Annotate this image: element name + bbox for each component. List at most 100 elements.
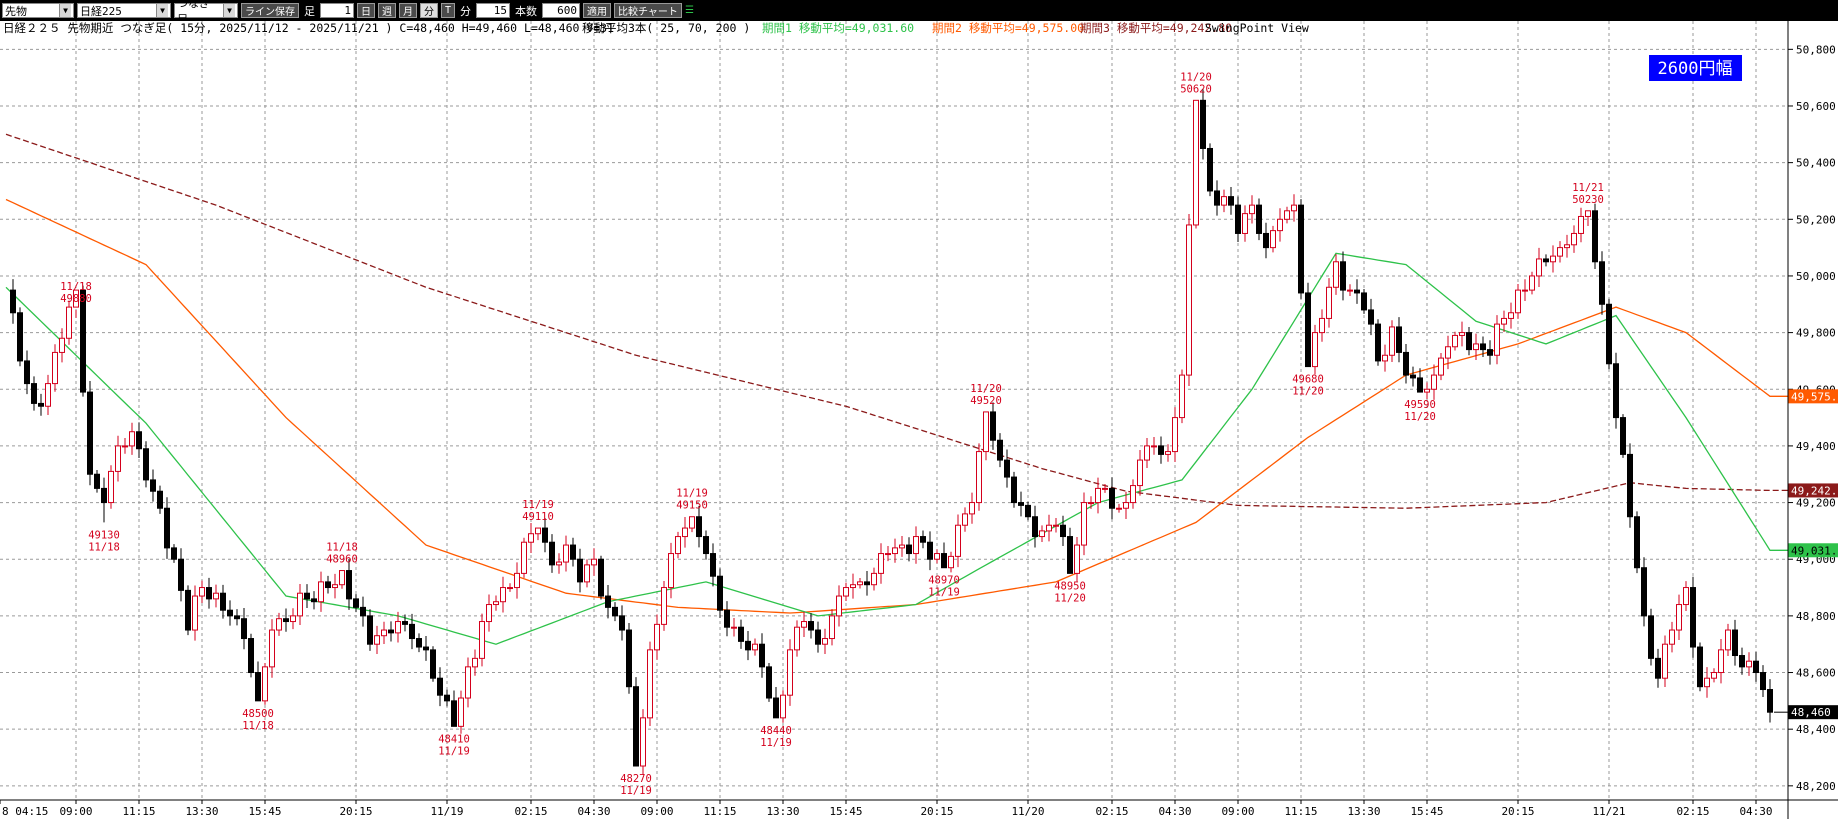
candle-down: [864, 581, 870, 586]
chevron-down-icon: ▼: [223, 4, 235, 17]
candle-down: [157, 490, 163, 509]
candle-down: [1613, 363, 1619, 419]
swing-low-date: 11/18: [88, 541, 120, 553]
candle-up: [843, 587, 849, 597]
candle-down: [367, 615, 373, 645]
x-tick-label: 02:15: [1095, 805, 1128, 818]
candle-down: [920, 536, 926, 543]
candle-up: [731, 626, 737, 629]
price-axis: 48,20048,40048,60048,80049,00049,20049,4…: [1788, 43, 1836, 793]
candle-down: [1060, 524, 1066, 538]
candle-down: [990, 411, 996, 441]
swing-low-price: 48500: [242, 708, 274, 720]
swing-high-date: 11/21: [1572, 182, 1604, 194]
candle-down: [171, 547, 177, 560]
candle-up: [339, 570, 345, 586]
swing-high-date: 11/18: [326, 542, 358, 554]
axis-tag-label: 49,575.0: [1791, 390, 1838, 403]
candle-up: [752, 643, 758, 651]
candle-up: [899, 544, 905, 549]
line-save-button[interactable]: ライン保存: [241, 3, 299, 18]
candle-up: [1326, 286, 1332, 319]
candle-down: [1641, 567, 1647, 617]
candle-down: [1634, 516, 1640, 569]
candle-down: [1025, 504, 1031, 518]
candle-up: [395, 621, 401, 634]
chart-style-icon[interactable]: ☰: [684, 5, 694, 16]
instrument-select[interactable]: 日経225 ▼: [77, 3, 171, 18]
range-badge: [1649, 55, 1742, 81]
candle-up: [1424, 388, 1430, 393]
interval-field[interactable]: 15: [476, 3, 511, 18]
candle-up: [654, 623, 660, 651]
price-chart[interactable]: 11/18498804913011/184850011/1811/1848960…: [0, 21, 1838, 819]
candle-down: [1011, 476, 1017, 504]
minute-button[interactable]: 分: [420, 3, 438, 18]
candle-down: [1739, 655, 1745, 668]
candle-up: [381, 629, 387, 637]
candle-up: [1165, 451, 1171, 455]
candle-down: [542, 527, 548, 543]
week-button[interactable]: 週: [378, 3, 396, 18]
candle-up: [689, 516, 695, 529]
market-select[interactable]: 先物 ▼: [2, 3, 74, 18]
market-select-value: 先物: [5, 4, 27, 18]
x-tick-label: 20:15: [1501, 805, 1534, 818]
candle-down: [759, 643, 765, 668]
x-tick-label: 11/19: [430, 805, 463, 818]
bar-label: 足: [304, 4, 315, 18]
ma3-value: 期間3 移動平均=49,242.80: [1080, 21, 1232, 35]
candle-up: [871, 572, 877, 586]
candle-up: [1718, 649, 1724, 674]
candle-up: [1130, 485, 1136, 504]
candle-down: [416, 638, 422, 648]
candle-down: [1648, 615, 1654, 659]
mode-select-value: つなぎ足: [177, 0, 210, 26]
candle-up: [1319, 317, 1325, 334]
swing-high-price: 49520: [970, 395, 1002, 407]
candle-up: [1431, 374, 1437, 390]
ma-label: 移動平均3本( 25, 70, 200 ): [582, 21, 750, 35]
tick-button[interactable]: T: [441, 3, 456, 18]
candle-up: [1564, 244, 1570, 249]
candle-up: [1186, 224, 1192, 376]
bars-label: 本数: [515, 4, 538, 18]
chevron-down-icon: ▼: [156, 4, 168, 17]
mode-select[interactable]: つなぎ足 ▼: [174, 0, 238, 26]
candle-down: [1018, 502, 1024, 506]
bar-field[interactable]: 1: [320, 3, 354, 18]
candle-up: [1522, 289, 1528, 292]
ma2-value: 期間2 移動平均=49,575.00: [932, 21, 1084, 35]
apply-button[interactable]: 適用: [583, 3, 612, 18]
bars-field[interactable]: 600: [542, 3, 581, 18]
swing-low-date: 11/18: [242, 720, 274, 732]
swing-view-label: SwingPoint View: [1205, 21, 1309, 35]
axis-tag-label: 49,031.6: [1791, 544, 1838, 557]
candle-up: [1095, 487, 1101, 504]
swing-low-date: 11/19: [760, 737, 792, 749]
candle-down: [1606, 303, 1612, 365]
month-button[interactable]: 月: [399, 3, 417, 18]
candle-down: [605, 595, 611, 608]
x-tick-label: 02:15: [1676, 805, 1709, 818]
candle-up: [199, 587, 205, 597]
compare-chart-button[interactable]: 比較チャート: [614, 3, 682, 18]
x-tick-label: 15:45: [248, 805, 281, 818]
candle-up: [780, 694, 786, 719]
candle-up: [1501, 317, 1507, 325]
candle-up: [1550, 255, 1556, 263]
day-button[interactable]: 日: [357, 3, 375, 18]
candle-up: [1676, 604, 1682, 631]
candle-down: [906, 544, 912, 555]
candle-down: [1627, 453, 1633, 518]
candle-up: [297, 592, 303, 617]
candle-down: [1760, 672, 1766, 691]
x-tick-label: 13:30: [185, 805, 218, 818]
candle-down: [10, 289, 16, 314]
x-tick-label: 8 04:15: [2, 805, 48, 818]
candle-down: [136, 431, 142, 450]
y-tick-label: 50,000: [1796, 270, 1836, 283]
candle-down: [1732, 629, 1738, 657]
x-tick-label: 04:30: [1158, 805, 1191, 818]
y-tick-label: 48,200: [1796, 780, 1836, 793]
